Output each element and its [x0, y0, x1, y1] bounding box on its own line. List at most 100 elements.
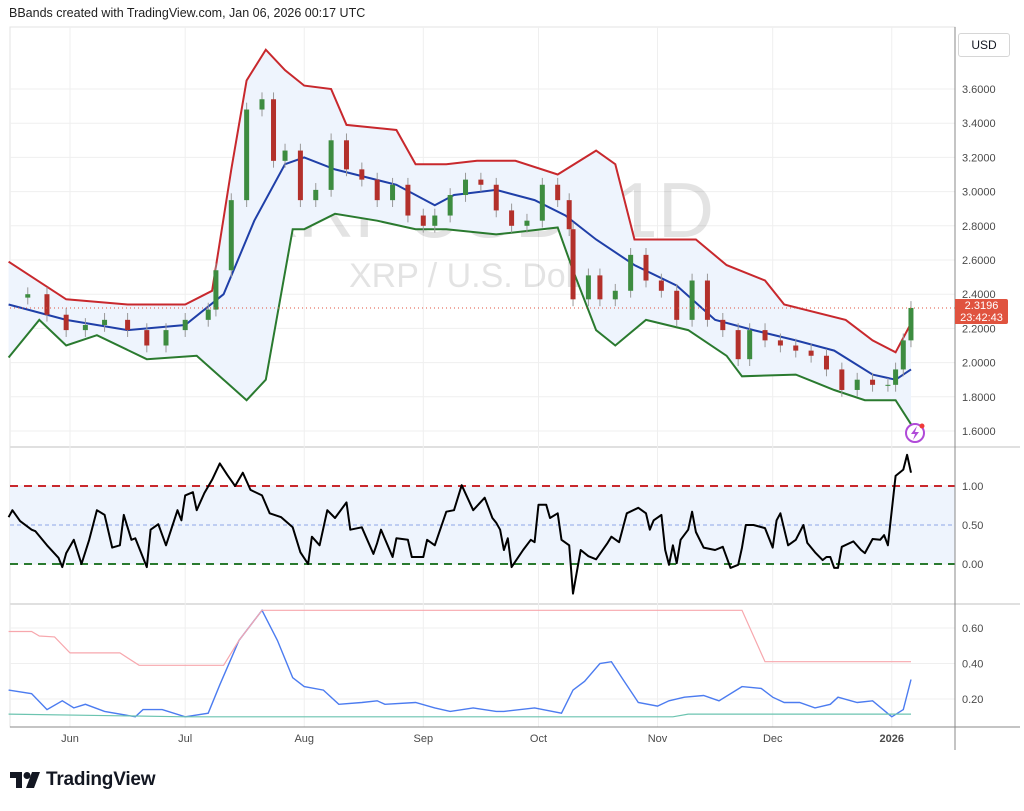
band-fill — [8, 49, 912, 425]
candle-down — [720, 319, 726, 331]
candle-up — [102, 319, 108, 325]
value-axis-label: 0.40 — [962, 659, 983, 671]
candle-up — [25, 294, 31, 298]
value-axis-label: 0.20 — [962, 694, 983, 706]
time-axis-label: Oct — [530, 733, 547, 745]
candle-up — [900, 340, 906, 370]
candle-down — [493, 184, 499, 211]
candle-down — [509, 210, 515, 226]
value-axis-label: 1.6000 — [962, 426, 996, 438]
tradingview-logo-text: TradingView — [46, 769, 156, 790]
value-axis-label: 3.4000 — [962, 118, 996, 130]
candle-up — [524, 220, 530, 226]
value-axis-label: 3.2000 — [962, 152, 996, 164]
bandwidth-max-line — [8, 609, 911, 666]
candle-down — [63, 314, 69, 331]
bandwidth-line — [8, 608, 912, 718]
time-axis-label: Aug — [294, 733, 314, 745]
candle-down — [144, 330, 150, 346]
candle-up — [628, 254, 634, 291]
value-axis-label: 0.50 — [962, 520, 983, 532]
value-axis-label: 0.00 — [962, 559, 983, 571]
currency-selector[interactable]: USD — [958, 33, 1010, 57]
candle-down — [478, 179, 484, 185]
candle-up — [432, 215, 438, 226]
watermark-description: XRP / U.S. Dollar — [349, 257, 611, 295]
candle-down — [374, 179, 380, 201]
candle-up — [259, 99, 265, 110]
candle-down — [343, 140, 349, 170]
candle-up — [908, 307, 914, 341]
candle-down — [823, 355, 829, 370]
lightning-icon[interactable] — [905, 423, 925, 443]
time-axis-label: 2026 — [880, 733, 904, 745]
bandwidth-min-line — [8, 713, 911, 718]
candle-up — [205, 309, 211, 320]
candle-up — [182, 319, 188, 331]
tradingview-logo[interactable]: TradingView — [10, 769, 156, 791]
candle-down — [839, 369, 845, 390]
candle-down — [777, 340, 783, 346]
time-axis-label: Jun — [61, 733, 79, 745]
candle-up — [612, 290, 618, 300]
candle-down — [704, 280, 710, 320]
candle-down — [555, 184, 561, 201]
value-axis-label: 3.6000 — [962, 84, 996, 96]
chart-header-title: BBands created with TradingView.com, Jan… — [9, 6, 366, 20]
value-axis-label: 2.4000 — [962, 289, 996, 301]
time-axis-label: Nov — [648, 733, 668, 745]
candle-up — [447, 195, 453, 216]
percent-b-line — [7, 453, 912, 595]
value-axis-label: 2.6000 — [962, 255, 996, 267]
last-price-label: 2.3196 23:42:43 — [955, 299, 1008, 324]
value-axis-label: 2.8000 — [962, 221, 996, 233]
candle-down — [420, 215, 426, 226]
value-axis-label: 1.00 — [962, 481, 983, 493]
candle-up — [228, 200, 234, 271]
candle-down — [570, 229, 576, 300]
candle-down — [125, 319, 131, 331]
last-price-value: 2.3196 — [964, 299, 999, 312]
candle-up — [82, 324, 88, 331]
candle-down — [793, 345, 799, 351]
candle-down — [870, 379, 876, 385]
candle-up — [390, 184, 396, 201]
axes: Jun Jul Aug Sep Oct Nov Dec 2026 1.6000 1.8000 2.0… — [10, 27, 1020, 750]
candle-up — [893, 369, 899, 385]
candle-up — [854, 379, 860, 390]
candle-up — [328, 140, 334, 190]
price-candles — [10, 92, 955, 397]
value-axis-label: 1.8000 — [962, 392, 996, 404]
candle-down — [674, 290, 680, 320]
candle-down — [405, 184, 411, 216]
bandwidth-pane — [8, 608, 912, 718]
candle-up — [463, 179, 469, 196]
candle-up — [885, 384, 891, 386]
candle-up — [313, 189, 319, 201]
candle-down — [271, 99, 277, 161]
candle-down — [297, 150, 303, 201]
candle-up — [244, 109, 250, 201]
value-axis-label: 3.0000 — [962, 187, 996, 199]
upper-band-line — [8, 48, 912, 354]
candle-down — [643, 254, 649, 281]
value-axis-label: 2.2000 — [962, 323, 996, 335]
candle-up — [585, 275, 591, 300]
candle-down — [44, 294, 50, 315]
lower-band-line — [7, 212, 912, 425]
candle-down — [566, 200, 572, 230]
candle-up — [213, 270, 219, 310]
candle-down — [762, 330, 768, 341]
value-axis-label: 2.0000 — [962, 358, 996, 370]
candle-down — [597, 275, 603, 300]
candle-up — [747, 330, 753, 360]
candle-up — [539, 184, 545, 221]
candle-down — [658, 280, 664, 291]
candle-down — [735, 330, 741, 360]
bar-countdown: 23:42:43 — [960, 311, 1003, 324]
percent-b-pane — [7, 453, 955, 595]
candle-up — [689, 280, 695, 320]
time-axis-label: Dec — [763, 733, 783, 745]
value-axis-label: 0.60 — [962, 623, 983, 635]
